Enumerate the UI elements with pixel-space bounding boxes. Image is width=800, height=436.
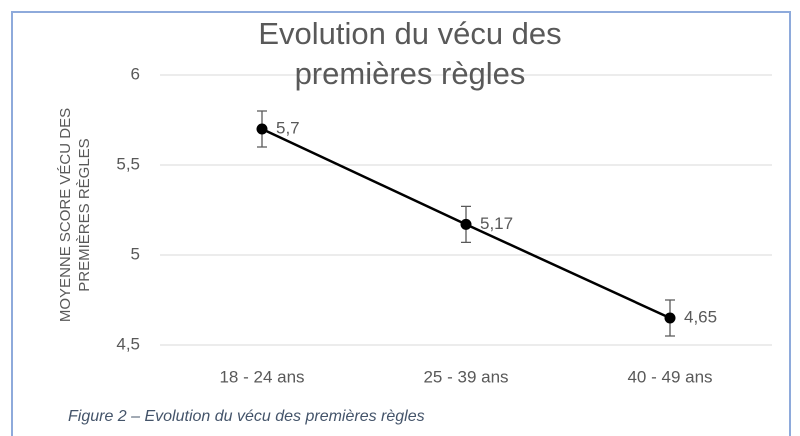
y-axis-label: MOYENNE SCORE VÉCU DES PREMIÈRES RÈGLES [57,107,93,323]
y-tick-label: 5 [131,244,140,263]
data-label: 5,17 [480,214,513,233]
data-label: 5,7 [276,118,300,137]
data-label: 4,65 [684,307,717,326]
y-tick-label: 6 [131,64,140,83]
data-point [460,218,472,230]
chart-title: Evolution du vécu des premières règles [258,16,562,91]
y-tick-label: 4,5 [116,334,140,353]
figure-caption: Figure 2 – Evolution du vécu des premièr… [68,408,425,425]
frame [11,11,791,436]
x-tick-label: 40 - 49 ans [627,367,712,386]
x-tick-label: 18 - 24 ans [219,367,304,386]
data-point [256,123,268,135]
data-point [664,312,676,324]
x-tick-label: 25 - 39 ans [423,367,508,386]
y-tick-label: 5,5 [116,154,140,173]
